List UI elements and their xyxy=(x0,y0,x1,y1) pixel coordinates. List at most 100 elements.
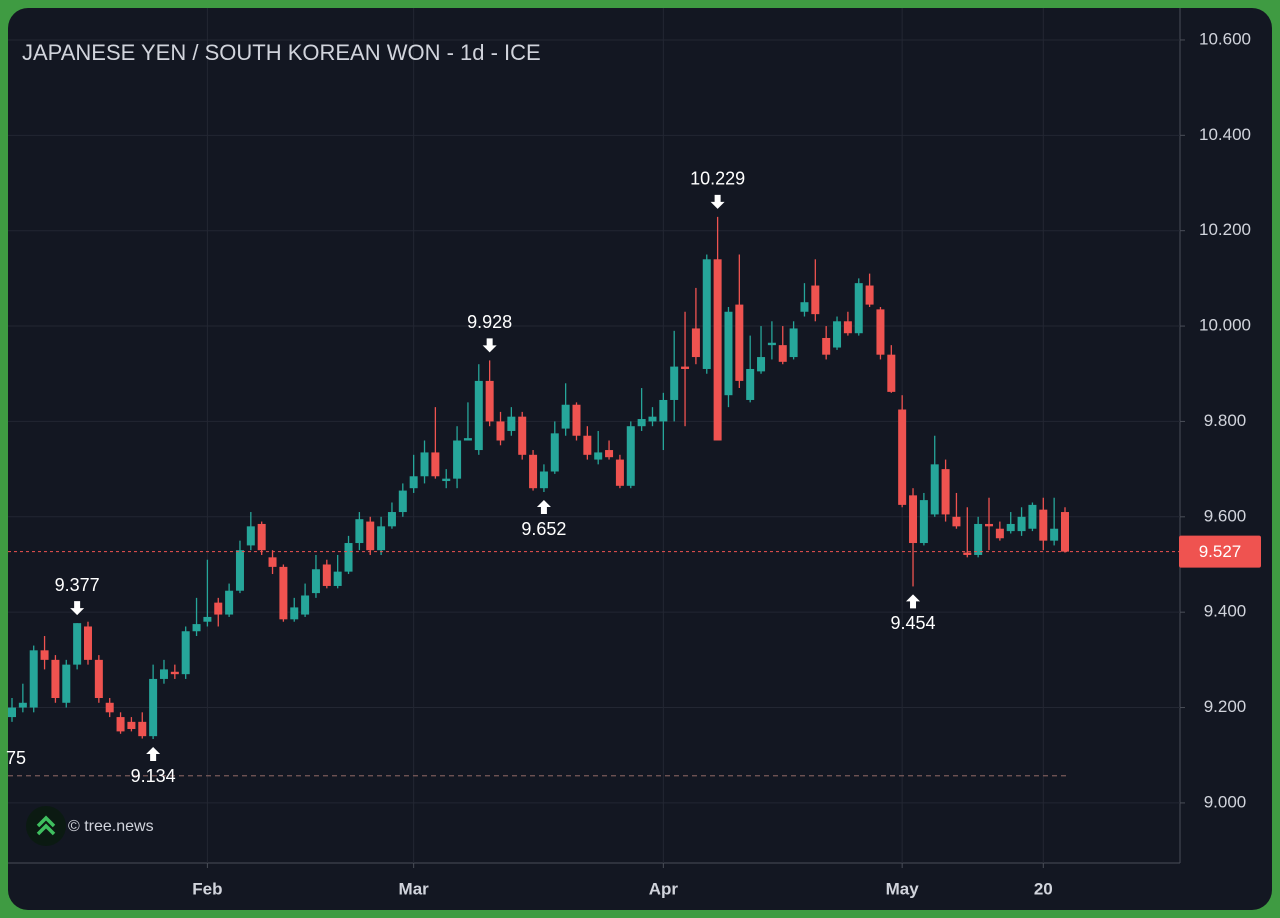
last-price-box xyxy=(1179,535,1261,568)
candle-body xyxy=(898,409,907,505)
candle-body xyxy=(203,616,212,622)
candle-body xyxy=(474,380,483,451)
candle-body xyxy=(605,450,614,458)
annotation-arrow xyxy=(146,747,161,762)
candle-body xyxy=(822,337,831,355)
candle-body xyxy=(789,328,798,358)
candle-body xyxy=(1006,523,1015,532)
candles xyxy=(8,216,1069,740)
candle-body xyxy=(637,419,646,427)
y-tick-label: 9.200 xyxy=(1204,697,1247,716)
candle-body xyxy=(344,543,353,572)
candle-body xyxy=(409,476,418,489)
candle-body xyxy=(257,523,266,551)
y-tick-label: 10.600 xyxy=(1199,29,1251,48)
candle-body xyxy=(333,571,342,586)
candle-body xyxy=(865,285,874,305)
watermark: © tree.news xyxy=(26,806,154,846)
x-tick-label: 20 xyxy=(1034,879,1053,898)
y-tick-label: 9.600 xyxy=(1204,506,1247,525)
candle-body xyxy=(800,302,809,312)
candle-body xyxy=(724,311,733,396)
candle-body xyxy=(192,624,201,632)
annotation-label: 9.134 xyxy=(131,766,176,786)
candle-body xyxy=(539,471,548,489)
candle-body xyxy=(463,438,472,441)
candle-body xyxy=(431,452,440,477)
candle-body xyxy=(876,309,885,355)
candle-body xyxy=(909,495,918,544)
annotation-label: 9.652 xyxy=(521,519,566,539)
watermark-text: © tree.news xyxy=(68,818,154,835)
annotation-arrow xyxy=(536,500,551,515)
candle-body xyxy=(366,521,375,551)
candle-body xyxy=(116,717,125,732)
candle-body xyxy=(214,602,223,615)
candle-body xyxy=(648,416,657,422)
candle-body xyxy=(767,342,776,346)
y-tick-label: 9.400 xyxy=(1204,602,1247,621)
candle-body xyxy=(420,452,429,477)
candle-body xyxy=(29,650,38,708)
candle-body xyxy=(583,435,592,455)
candle-body xyxy=(518,416,527,455)
candle-body xyxy=(355,519,364,544)
candle-body xyxy=(735,304,744,381)
candle-body xyxy=(149,678,158,737)
annotation-arrow xyxy=(70,601,85,616)
candle-body xyxy=(94,659,103,699)
annotation-label: 9.928 xyxy=(467,312,512,332)
x-tick-label: Mar xyxy=(399,879,430,898)
candle-body xyxy=(995,528,1004,539)
candle-body xyxy=(811,285,820,315)
candle-body xyxy=(181,631,190,675)
candle-body xyxy=(833,321,842,348)
annotation-arrow xyxy=(482,338,497,353)
y-tick-label: 10.200 xyxy=(1199,220,1251,239)
candle-body xyxy=(301,595,310,615)
candle-body xyxy=(746,368,755,400)
x-tick-label: May xyxy=(886,879,920,898)
candle-body xyxy=(963,552,972,555)
candle-body xyxy=(778,345,787,362)
candle-body xyxy=(40,650,49,660)
candle-body xyxy=(159,669,168,679)
candle-body xyxy=(246,526,255,546)
candle-body xyxy=(757,357,766,372)
candle-body xyxy=(1039,509,1048,541)
y-tick-label: 10.400 xyxy=(1199,125,1251,144)
candle-body xyxy=(670,366,679,400)
annotation-label: 10.229 xyxy=(690,169,745,189)
candle-body xyxy=(127,721,136,730)
candle-body xyxy=(73,623,82,665)
candle-body xyxy=(496,421,505,441)
x-tick-label: Feb xyxy=(192,879,222,898)
candle-body xyxy=(322,564,331,586)
candle-body xyxy=(225,590,234,615)
candle-body xyxy=(713,259,722,441)
last-price-label: 9.527 xyxy=(1199,542,1242,561)
candle-body xyxy=(311,569,320,594)
candle-body xyxy=(659,399,668,422)
candle-body xyxy=(8,707,16,718)
candle-body xyxy=(702,259,711,369)
candle-body xyxy=(62,664,71,703)
candle-body xyxy=(485,380,494,422)
candle-body xyxy=(854,283,863,334)
logo-chevrons xyxy=(36,815,56,836)
candle-body xyxy=(529,454,538,489)
candle-body xyxy=(681,366,690,369)
candle-body xyxy=(1028,504,1037,529)
candle-body xyxy=(561,404,570,429)
candle-body xyxy=(974,523,983,555)
candle-body xyxy=(170,671,179,675)
candle-body xyxy=(83,626,92,660)
candle-body xyxy=(594,452,603,460)
y-tick-label: 9.800 xyxy=(1204,411,1247,430)
candle-body xyxy=(268,557,277,567)
annotation-label: 9.454 xyxy=(890,613,935,633)
candle-body xyxy=(985,523,994,527)
candle-body xyxy=(572,404,581,436)
